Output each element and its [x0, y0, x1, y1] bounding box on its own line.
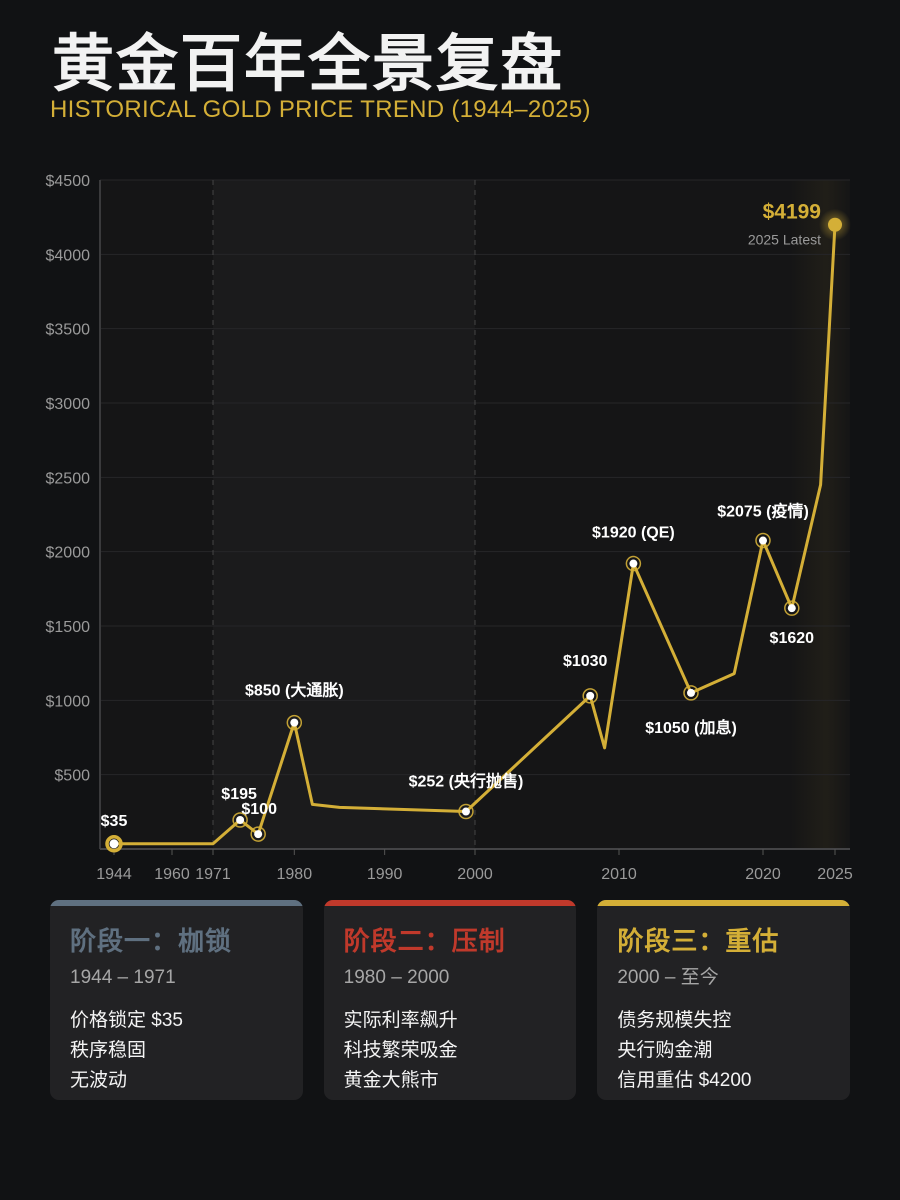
page-subtitle: HISTORICAL GOLD PRICE TREND (1944–2025) — [50, 96, 591, 123]
data-label: $2075 (疫情) — [717, 502, 809, 521]
latest-price-label: $4199 — [763, 201, 821, 224]
phase-card-1-points: 价格锁定 $35 秩序稳固 无波动 — [70, 1006, 283, 1096]
phase-card-1-title: 阶段一：枷锁 — [70, 927, 233, 957]
phase-2-zone — [213, 180, 475, 849]
phase-card-2-accent-bar — [323, 900, 577, 906]
data-point-ring — [683, 685, 699, 701]
x-tick-label: 1971 — [195, 866, 231, 883]
x-tick-label: 1944 — [96, 866, 132, 883]
phase-point: 央行购金潮 — [617, 1040, 713, 1061]
y-tick-label: $500 — [54, 768, 90, 785]
x-tick-label: 2010 — [601, 866, 637, 883]
y-tick-label: $2500 — [46, 470, 91, 487]
x-tick-label: 2000 — [457, 866, 493, 883]
x-tick-label: 1990 — [367, 866, 403, 883]
data-label: $850 (大通胀) — [245, 681, 344, 700]
data-label: $35 — [101, 813, 128, 830]
data-labels: $35 $195$100 $850 (大通胀) $252 (央行抛售) $1030 $19… — [101, 502, 814, 830]
data-point-dot — [629, 559, 638, 568]
phase-card-3: 阶段三：重估 2000 – 至今 债务规模失控 央行购金潮 信用重估 $4200 — [597, 900, 851, 1100]
x-tick-label: 2025 — [817, 866, 853, 883]
phase-card-1-accent-bar — [50, 900, 303, 906]
phase-point: 无波动 — [70, 1070, 128, 1091]
y-axis-labels: $500 $1000 $1500 $2000 $2500 $3000 $3500 $4000 $… — [46, 173, 91, 785]
x-axis-labels: 1944 1960 1971 1980 1990 2000 2010 2020 2025 — [96, 849, 853, 883]
data-point-ring — [458, 803, 474, 820]
phase-cards: 阶段一：枷锁 1944 – 1971 价格锁定 $35 秩序稳固 无波动 阶段二… — [50, 900, 851, 1100]
data-point-ring — [582, 688, 598, 704]
y-tick-label: $2000 — [46, 545, 91, 562]
data-point-ring — [232, 812, 248, 828]
data-label: $252 (央行抛售) — [409, 772, 524, 791]
data-point-ring — [286, 714, 303, 731]
data-point-dot — [586, 691, 595, 700]
phase-card-2-points: 实际利率飙升 科技繁荣吸金 黄金大熊市 — [344, 1006, 557, 1096]
data-label: $1030 — [563, 653, 608, 670]
page-title: 黄金百年全景复盘 — [52, 27, 565, 100]
plot-background — [100, 180, 850, 849]
phase-card-2-range: 1980 – 2000 — [343, 967, 450, 988]
y-tick-label: $1000 — [46, 693, 91, 710]
x-tick-label: 1960 — [154, 866, 190, 883]
phase-card-3-title: 阶段三：重估 — [617, 927, 780, 957]
data-point-ring — [755, 532, 771, 549]
data-point-dot — [290, 718, 299, 727]
data-point-dot — [687, 688, 695, 697]
data-point-ring — [625, 555, 642, 572]
phase-card-1: 阶段一：枷锁 1944 – 1971 价格锁定 $35 秩序稳固 无波动 — [50, 900, 303, 1100]
data-point-ring — [105, 835, 123, 853]
phase-point: 实际利率飙升 — [343, 1010, 458, 1031]
latest-glow-zone — [790, 180, 850, 849]
y-tick-label: $4500 — [46, 173, 91, 190]
data-label: $1620 — [770, 630, 815, 647]
latest-point-dot — [828, 217, 842, 232]
data-point-dot — [236, 816, 245, 825]
phase-dividers — [212, 180, 476, 849]
data-markers — [105, 532, 800, 853]
phase-point: 信用重估 $4200 — [617, 1070, 752, 1091]
data-label: $195 — [221, 786, 257, 803]
phase-point: 债务规模失控 — [617, 1010, 732, 1031]
phase-point: 价格锁定 $35 — [70, 1010, 183, 1031]
y-tick-label: $3500 — [46, 322, 91, 339]
phase-1-zone — [100, 180, 213, 849]
latest-price-sublabel: 2025 Latest — [748, 232, 821, 248]
phase-card-3-accent-bar — [597, 900, 851, 906]
gold-price-line-chart: $500 $1000 $1500 $2000 $2500 $3000 $3500 $4000 $… — [46, 173, 853, 883]
phase-point: 科技繁荣吸金 — [343, 1040, 458, 1061]
phase-point: 黄金大熊市 — [343, 1070, 439, 1091]
data-label: $1050 (加息) — [645, 718, 737, 737]
data-label: $1920 (QE) — [592, 525, 675, 542]
y-tick-label: $3000 — [46, 396, 91, 413]
phase-card-1-range: 1944 – 1971 — [70, 967, 176, 988]
y-tick-label: $4000 — [46, 247, 91, 264]
phase-card-2: 阶段二：压制 1980 – 2000 实际利率飙升 科技繁荣吸金 黄金大熊市 — [323, 900, 577, 1100]
data-point-ring — [250, 826, 266, 842]
x-tick-label: 1980 — [277, 866, 313, 883]
x-tick-label: 2020 — [745, 866, 781, 883]
data-point-ring — [784, 600, 800, 616]
phase-card-3-range: 2000 – 至今 — [617, 967, 719, 988]
phase-card-2-title: 阶段二：压制 — [343, 927, 506, 957]
latest-price-marker: $4199 2025 Latest — [748, 201, 851, 248]
data-point-dot — [109, 839, 119, 849]
phase-3-zone — [475, 180, 850, 849]
phase-point: 秩序稳固 — [70, 1040, 147, 1061]
data-point-dot — [461, 807, 470, 816]
data-point-dot — [254, 830, 263, 839]
data-point-dot — [759, 536, 767, 545]
y-tick-label: $1500 — [46, 619, 91, 636]
phase-card-3-points: 债务规模失控 央行购金潮 信用重估 $4200 — [617, 1006, 830, 1096]
data-label: $100 — [241, 801, 277, 818]
data-point-dot — [787, 604, 796, 613]
